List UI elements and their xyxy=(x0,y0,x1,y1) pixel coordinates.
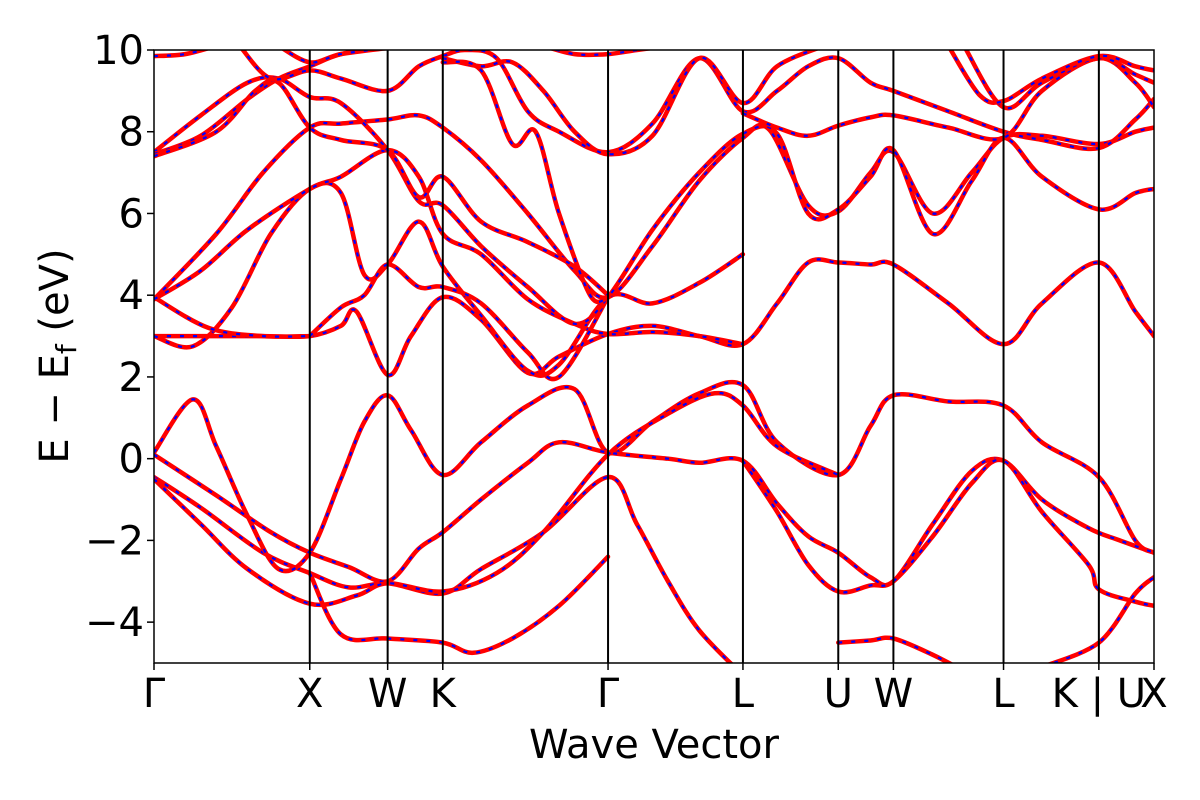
band-line-solid xyxy=(948,50,1154,106)
band-line-dashed xyxy=(442,60,609,303)
band-line-solid xyxy=(154,50,211,59)
x-axis-title: Wave Vector xyxy=(529,722,780,768)
band-line-dashed xyxy=(309,263,609,381)
x-tick-label: X xyxy=(296,671,323,717)
x-tick-label: K | U xyxy=(1052,671,1146,717)
band-line-solid xyxy=(154,78,611,298)
band-line-solid xyxy=(280,50,389,65)
band-line-solid xyxy=(154,50,377,157)
band-line-dashed xyxy=(154,296,310,338)
band-line-dashed xyxy=(442,50,817,156)
band-line-dashed xyxy=(154,50,369,156)
y-tick-label: 2 xyxy=(119,355,144,401)
kpoint-lines xyxy=(308,50,1100,663)
y-axis-title: E − Ef (eV) xyxy=(32,248,83,463)
x-tick-label: U xyxy=(824,671,853,717)
band-line-solid xyxy=(154,294,313,339)
y-tick-label: 4 xyxy=(119,273,144,319)
band-line-solid xyxy=(307,554,611,656)
x-tick-label: Γ xyxy=(143,671,166,717)
x-tick-label: W xyxy=(368,671,408,717)
band-line-dashed xyxy=(241,50,1154,154)
band-line-dashed xyxy=(154,476,732,663)
plot-frame xyxy=(153,49,1155,664)
band-line-dashed xyxy=(1049,576,1154,663)
y-tick-label: 0 xyxy=(119,437,144,483)
x-tick-label: W xyxy=(874,671,914,717)
x-tick-label: Γ xyxy=(597,671,620,717)
band-line-solid xyxy=(154,390,841,608)
band-line-dashed xyxy=(742,57,1154,141)
band-line-solid xyxy=(836,635,954,663)
band-line-dashed xyxy=(154,258,1154,377)
y-tick-label: 6 xyxy=(119,191,144,237)
band-line-dashed xyxy=(154,380,1154,573)
y-tick-label: 8 xyxy=(119,110,144,156)
band-line-dashed xyxy=(154,391,839,606)
y-tick-label: −2 xyxy=(85,518,144,564)
x-tick-label: L xyxy=(732,671,755,717)
band-line-dashed xyxy=(154,79,609,297)
x-tick-label: X xyxy=(1140,671,1167,717)
band-line-solid xyxy=(440,59,611,305)
y-tick-label: −4 xyxy=(85,600,144,646)
band-line-solid xyxy=(154,439,1154,588)
y-axis-title-subscript: f xyxy=(50,343,83,354)
band-line-dashed xyxy=(741,458,1154,607)
band-line-dashed xyxy=(154,76,1154,325)
y-axis: 10 8 6 4 2 0 −2 −4 xyxy=(85,28,154,646)
y-tick-label: 10 xyxy=(93,28,144,74)
x-tick-label: L xyxy=(992,671,1015,717)
x-tick-label: K xyxy=(430,671,458,717)
